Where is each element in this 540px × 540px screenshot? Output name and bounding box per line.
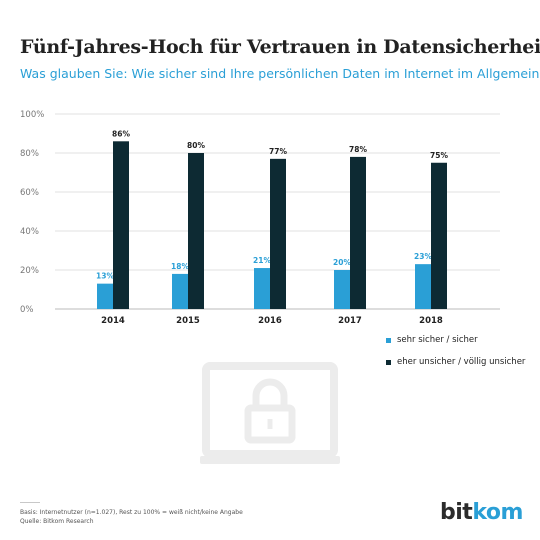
- x-tick-label: 2018: [419, 316, 443, 326]
- chart-title: Fünf-Jahres-Hoch für Vertrauen in Datens…: [20, 36, 540, 58]
- logo-part-bit: bit: [440, 500, 473, 525]
- data-label: 23%: [414, 252, 432, 261]
- bar-secure: [334, 270, 350, 309]
- y-tick-label: 60%: [20, 188, 39, 198]
- chart-subtitle: Was glauben Sie: Wie sicher sind Ihre pe…: [20, 66, 540, 81]
- y-tick-label: 80%: [20, 149, 39, 159]
- bar-chart: 0% 20% 40% 60% 80% 100% 13% 86% 2014 18% 80% 2015 21…: [20, 110, 500, 326]
- bar-secure: [415, 264, 431, 309]
- footnote-basis: Basis: Internetnutzer (n=1.027), Rest zu…: [20, 509, 243, 516]
- legend-item: sehr sicher / sicher: [386, 334, 525, 346]
- data-label: 77%: [269, 147, 287, 156]
- x-tick-label: 2015: [176, 316, 200, 326]
- y-tick-label: 40%: [20, 227, 39, 237]
- x-tick-label: 2014: [101, 316, 125, 326]
- bar-insecure: [270, 158, 286, 309]
- legend-swatch: [386, 337, 391, 343]
- bitkom-logo: bitkom: [440, 500, 523, 525]
- data-label: 21%: [253, 256, 271, 265]
- logo-part-kom: kom: [472, 500, 523, 525]
- bar-secure: [172, 273, 188, 309]
- data-label: 18%: [171, 262, 189, 271]
- data-label: 20%: [333, 258, 351, 267]
- legend: sehr sicher / sicher eher unsicher / völ…: [386, 334, 525, 378]
- legend-label: eher unsicher / völlig unsicher: [397, 357, 526, 367]
- x-tick-label: 2016: [258, 316, 282, 326]
- data-label: 75%: [430, 151, 448, 160]
- data-label: 13%: [96, 272, 114, 281]
- x-tick-label: 2017: [338, 316, 362, 326]
- bar-insecure: [113, 141, 129, 309]
- footnote: Basis: Internetnutzer (n=1.027), Rest zu…: [20, 508, 243, 526]
- bar-secure: [254, 268, 270, 309]
- footnote-source: Quelle: Bitkom Research: [20, 518, 94, 525]
- y-tick-label: 0%: [20, 305, 34, 315]
- bar-insecure: [431, 162, 447, 309]
- bar-insecure: [188, 153, 204, 309]
- data-label: 80%: [187, 141, 205, 150]
- legend-swatch: [386, 359, 391, 365]
- footnote-rule: [20, 502, 40, 503]
- legend-label: sehr sicher / sicher: [397, 335, 478, 345]
- laptop-lock-icon: [200, 362, 340, 464]
- bar-insecure: [350, 156, 366, 309]
- bar-secure: [97, 283, 113, 309]
- data-label: 78%: [349, 145, 367, 154]
- data-label: 86%: [112, 129, 130, 138]
- y-tick-label: 100%: [20, 110, 44, 120]
- y-tick-label: 20%: [20, 266, 39, 276]
- legend-item: eher unsicher / völlig unsicher: [386, 356, 525, 368]
